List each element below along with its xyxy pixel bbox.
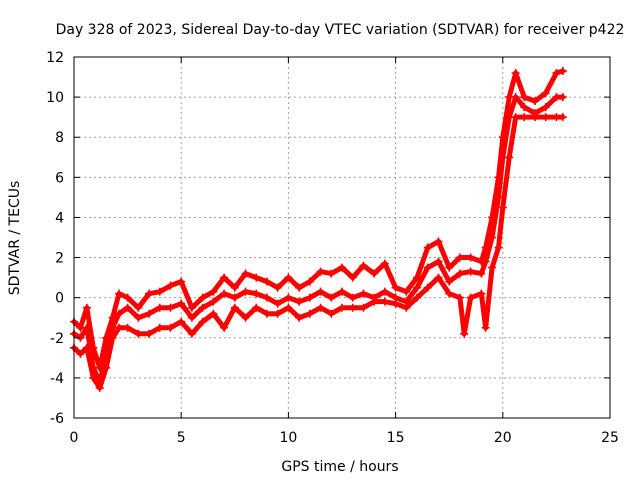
series-segment: [178, 319, 195, 337]
series-segment: [435, 239, 452, 271]
x-tick-label: 25: [601, 430, 619, 446]
series-lower: [70, 113, 567, 392]
series-segment: [103, 335, 116, 371]
y-tick-label: 8: [55, 130, 64, 146]
y-tick-label: 0: [55, 291, 64, 307]
y-tick-label: -6: [50, 411, 64, 427]
x-tick-label: 15: [387, 430, 405, 446]
series-segment: [435, 259, 452, 285]
x-axis-label: GPS time / hours: [281, 459, 398, 475]
series-segment: [210, 275, 227, 295]
series-segment: [483, 265, 495, 331]
series-segment: [435, 275, 452, 297]
series-segment: [489, 194, 502, 240]
series-segment: [483, 235, 495, 265]
series-segment: [543, 70, 559, 96]
series-segment: [110, 291, 122, 321]
y-axis-label: SDTVAR / TECUs: [7, 181, 23, 296]
data-point: [558, 113, 567, 122]
y-tick-label: -2: [50, 331, 64, 347]
y-tick-label: 6: [55, 170, 64, 186]
series-segment: [84, 345, 96, 381]
series-segment: [506, 114, 519, 160]
series-segment: [382, 261, 399, 291]
series-segment: [178, 301, 195, 321]
data-point: [558, 67, 567, 76]
axis-ticks: 0 5 10 15 20 25 -6 -4 -2 0 2 4 6 8 10 12: [46, 50, 619, 446]
y-tick-label: 2: [55, 251, 64, 267]
series-segment: [496, 154, 506, 200]
series-segment: [135, 291, 152, 311]
series-segment: [461, 295, 474, 337]
plot-frame: [73, 56, 611, 419]
series-segment: [97, 365, 109, 391]
series-segment: [496, 204, 506, 251]
series-segment: [350, 263, 366, 281]
series-segment: [210, 311, 227, 331]
series-segment: [221, 305, 238, 331]
x-tick-label: 5: [177, 430, 186, 446]
series-segment: [414, 265, 431, 291]
series-segment: [500, 154, 512, 210]
x-tick-label: 10: [279, 430, 297, 446]
series-segment: [414, 245, 431, 281]
y-tick-label: 12: [46, 50, 64, 66]
series-middle: [70, 93, 567, 386]
series-segment: [489, 245, 502, 271]
series-segment: [500, 114, 512, 160]
series-segment: [506, 94, 519, 120]
chart-title: Day 328 of 2023, Sidereal Day-to-day VTE…: [56, 22, 625, 38]
y-tick-label: 4: [55, 210, 64, 226]
series-segment: [97, 335, 109, 371]
data-point: [558, 93, 567, 102]
y-tick-label: -4: [50, 371, 64, 387]
series-segment: [403, 285, 420, 305]
x-tick-label: 0: [70, 430, 79, 446]
series-segment: [232, 271, 249, 291]
series-segment: [110, 311, 122, 331]
data-points: [70, 67, 567, 392]
series-segment: [189, 319, 206, 337]
series-segment: [178, 279, 195, 311]
series-segment: [483, 214, 495, 251]
y-tick-label: 10: [46, 90, 64, 106]
series-segment: [403, 275, 420, 295]
series-segment: [513, 70, 527, 100]
x-tick-label: 20: [494, 430, 512, 446]
